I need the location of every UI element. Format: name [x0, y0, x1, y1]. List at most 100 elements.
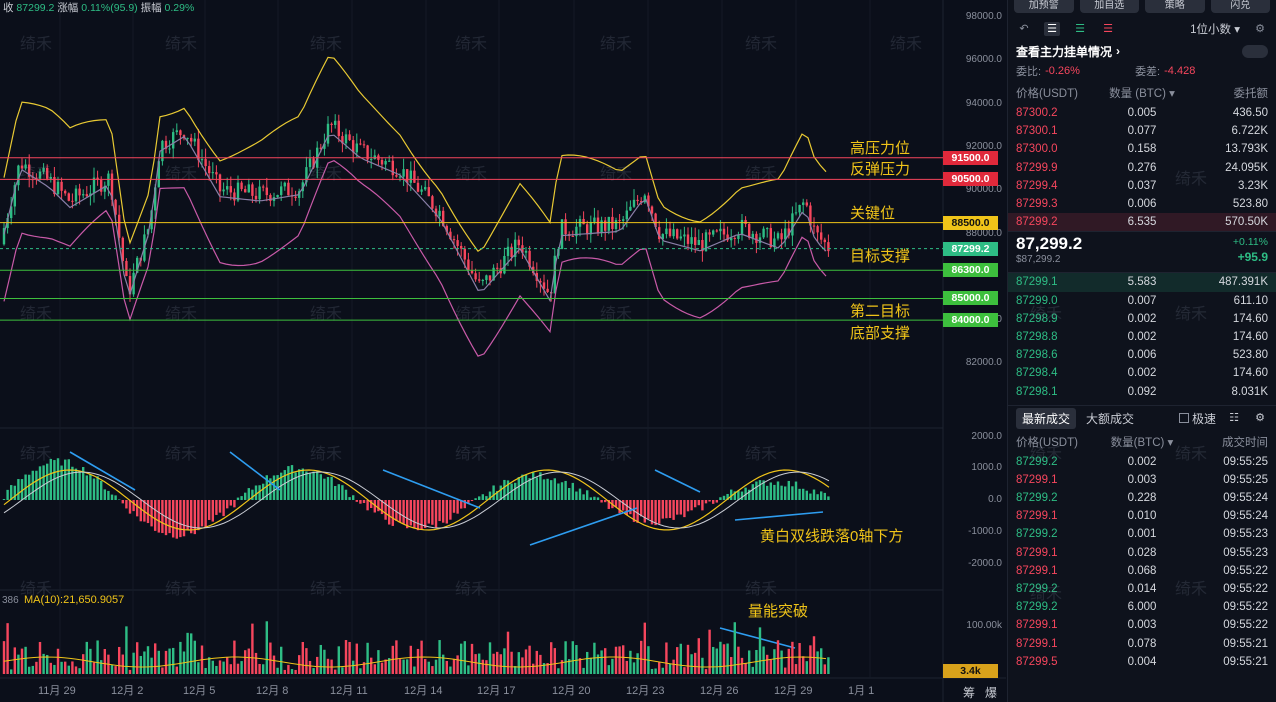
ask-row[interactable]: 87299.2 6.535 570.50K	[1008, 213, 1276, 232]
macd-bar	[179, 500, 182, 538]
volume-bar	[143, 651, 146, 674]
level-badge: 91500.0	[943, 150, 998, 165]
chart-canvas[interactable]	[0, 0, 1006, 702]
macd-bar	[344, 489, 348, 500]
candle-body	[474, 273, 477, 280]
fast-label: 极速	[1191, 411, 1216, 426]
row-qty: 6.535	[1127, 216, 1157, 229]
add-favorite-button[interactable]: 加自选	[1079, 0, 1139, 13]
bid-row[interactable]: 87298.1 0.092 8.031K	[1008, 382, 1276, 400]
candle-body	[161, 140, 164, 162]
qty-header-label: 数量 (BTC)	[1109, 88, 1166, 100]
volume-bar	[208, 657, 211, 674]
trade-row[interactable]: 87299.2 0.228 09:55:24	[1008, 489, 1276, 507]
book-bids-icon[interactable]: ☰	[1075, 23, 1085, 35]
candle-body	[625, 210, 628, 220]
book-asks-icon[interactable]: ☰	[1103, 23, 1113, 35]
trade-row[interactable]: 87299.2 0.014 09:55:22	[1008, 580, 1276, 598]
swap-button[interactable]: 闪兑	[1210, 0, 1270, 13]
trade-row[interactable]: 87299.1 0.078 09:55:21	[1008, 635, 1276, 653]
price-tick: 88000.0	[965, 227, 1002, 239]
macd-bar	[719, 497, 722, 500]
trade-row[interactable]: 87299.2 0.001 09:55:23	[1008, 525, 1276, 543]
volume-bar	[442, 654, 445, 674]
ask-row[interactable]: 87299.4 0.037 3.23K	[1008, 177, 1276, 195]
trade-row[interactable]: 87299.1 0.003 09:55:22	[1008, 616, 1276, 634]
chips-button[interactable]: 筹	[963, 686, 976, 700]
ask-row[interactable]: 87299.9 0.276 24.095K	[1008, 159, 1276, 177]
row-price: 87299.2	[1016, 455, 1058, 468]
bid-row[interactable]: 87299.0 0.007 611.10	[1008, 292, 1276, 310]
ask-row[interactable]: 87300.0 0.158 13.793K	[1008, 140, 1276, 158]
ask-row[interactable]: 87300.1 0.077 6.722K	[1008, 122, 1276, 140]
row-price: 87299.1	[1016, 564, 1058, 577]
volume-bar	[791, 641, 794, 674]
row-price: 87298.4	[1016, 367, 1058, 380]
book-both-icon[interactable]: ☰	[1044, 22, 1060, 36]
macd-bar	[668, 500, 672, 519]
strategy-button[interactable]: 策略	[1145, 0, 1205, 13]
qty-header[interactable]: 数量 (BTC) ▾	[1109, 88, 1175, 100]
settings-icon[interactable]: ⚙	[1255, 23, 1265, 35]
filter-icon[interactable]: ☷	[1229, 412, 1239, 425]
tab-latest-trades[interactable]: 最新成交	[1016, 407, 1077, 429]
candle-body	[424, 187, 427, 190]
candle-body	[420, 189, 423, 192]
date-tick: 12月 26	[700, 685, 739, 697]
volume-bar	[751, 666, 754, 674]
add-alert-button[interactable]: 加预警	[1014, 0, 1074, 13]
row-third: 570.50K	[1225, 216, 1268, 229]
trade-row[interactable]: 87299.1 0.003 09:55:25	[1008, 471, 1276, 489]
candle-body	[665, 228, 668, 235]
tab-large-trades[interactable]: 大额成交	[1086, 411, 1135, 426]
ask-row[interactable]: 87299.3 0.006 523.80	[1008, 195, 1276, 213]
trade-qty-header[interactable]: 数量(BTC) ▾	[1110, 436, 1174, 449]
bb-upper	[3, 56, 827, 253]
volume-bar	[460, 643, 463, 674]
macd-bar	[758, 480, 762, 500]
toggle-switch[interactable]	[1242, 44, 1268, 58]
volume-bar	[316, 656, 319, 674]
macd-bar	[820, 491, 823, 500]
candle-body	[668, 228, 672, 237]
trade-time-header: 成交时间	[1222, 436, 1268, 449]
row-qty: 0.003	[1127, 473, 1157, 486]
bid-row[interactable]: 87298.6 0.006 523.80	[1008, 346, 1276, 364]
main-orders-link[interactable]: 查看主力挂单情况 ›	[1008, 42, 1276, 60]
bid-row[interactable]: 87299.1 5.583 487.391K	[1008, 273, 1276, 292]
volume-bar	[2, 641, 6, 674]
trade-row[interactable]: 87299.1 0.028 09:55:23	[1008, 544, 1276, 562]
volume-bar	[557, 668, 560, 674]
date-tick: 12月 5	[183, 685, 216, 697]
macd-bar	[74, 468, 78, 500]
ask-row[interactable]: 87300.2 0.005 436.50	[1008, 104, 1276, 122]
bid-row[interactable]: 87298.8 0.002 174.60	[1008, 328, 1276, 346]
volume-bar	[560, 660, 564, 674]
level-badge: 86300.0	[943, 263, 998, 278]
volume-bar	[618, 646, 621, 674]
trade-row[interactable]: 87299.2 0.002 09:55:25	[1008, 453, 1276, 471]
bid-row[interactable]: 87298.9 0.002 174.60	[1008, 310, 1276, 328]
trade-row[interactable]: 87299.1 0.068 09:55:22	[1008, 562, 1276, 580]
macd-bar	[215, 500, 218, 515]
macd-bar	[82, 467, 85, 500]
macd-bar	[132, 500, 135, 512]
trade-row[interactable]: 87299.5 0.004 09:55:21	[1008, 653, 1276, 671]
macd-bar	[6, 489, 9, 500]
precision-select[interactable]: 1位小数 ▾	[1190, 24, 1240, 36]
settings-icon[interactable]: ⚙	[1255, 412, 1265, 425]
volume-bar	[604, 648, 607, 674]
trade-row[interactable]: 87299.2 6.000 09:55:22	[1008, 598, 1276, 616]
macd-bar	[766, 485, 769, 500]
fast-checkbox[interactable]: 极速	[1178, 410, 1216, 427]
trade-row[interactable]: 87299.1 0.010 09:55:24	[1008, 507, 1276, 525]
candlestick-chart[interactable]: 收 87299.2 涨幅 0.11%(95.9) 振幅 0.29% 绮禾 绮禾 绮禾…	[0, 0, 1006, 702]
volume-bar	[521, 657, 524, 674]
bid-row[interactable]: 87298.4 0.002 174.60	[1008, 364, 1276, 382]
liquidation-button[interactable]: 爆	[985, 686, 998, 700]
candle-body	[330, 123, 333, 125]
undo-icon[interactable]: ↶	[1019, 23, 1029, 35]
volume-bar	[244, 650, 247, 674]
price-axis[interactable]: 98000.0 96000.0 94000.0 92000.0 90000.0 88000…	[943, 0, 1006, 702]
diff-label: 委差:	[1135, 66, 1161, 78]
